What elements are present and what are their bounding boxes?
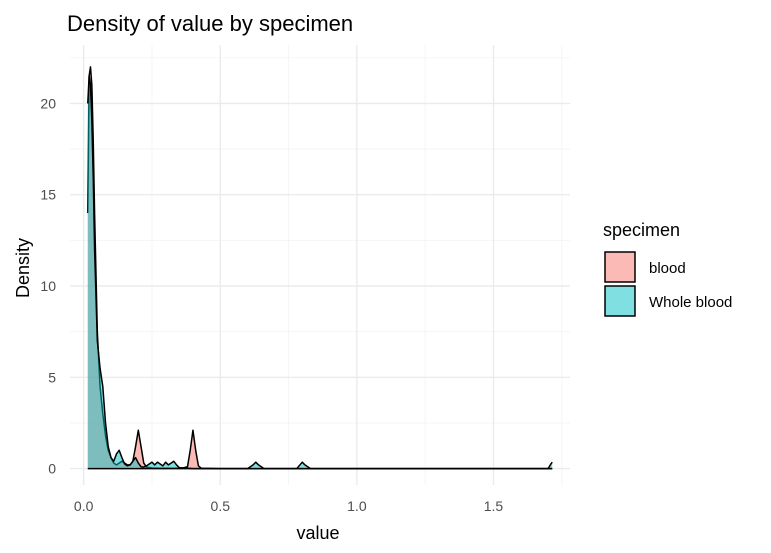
density-outline-series-1 [87,75,553,470]
y-axis-ticks: 0 5 10 15 20 [40,95,56,476]
y-axis-title: Density [13,238,33,298]
density-areas [87,66,553,470]
y-tick-label: 20 [40,95,56,111]
y-tick-label: 5 [48,369,56,385]
x-tick-label: 0.5 [211,498,231,514]
x-tick-label: 1.5 [484,498,504,514]
legend-label: blood [649,260,686,277]
x-axis-title: value [296,523,339,543]
legend-key-swatch [604,251,636,283]
chart-title: Density of value by specimen [67,11,353,36]
density-area-series-0 [87,66,553,469]
legend-title: specimen [603,220,680,240]
x-axis-ticks: 0.0 0.5 1.0 1.5 [74,498,504,514]
y-tick-label: 15 [40,187,56,203]
legend-label: Whole blood [649,294,732,311]
x-tick-label: 0.0 [74,498,94,514]
y-tick-label: 10 [40,278,56,294]
y-tick-label: 0 [48,461,56,477]
grid [70,45,570,485]
x-tick-label: 1.0 [347,498,367,514]
legend-key-swatch [604,285,636,317]
density-area-series-1 [87,76,553,469]
density-outline-series-0 [87,66,553,470]
legend: specimen blood Whole blood [603,220,732,317]
